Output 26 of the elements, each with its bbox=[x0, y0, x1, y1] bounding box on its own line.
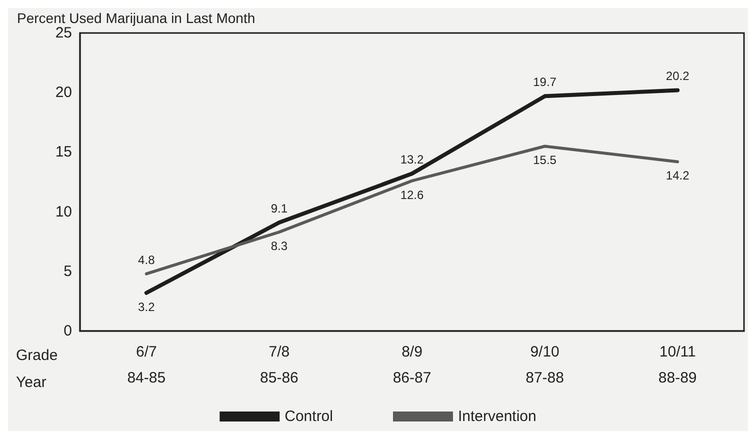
y-tick-label: 15 bbox=[55, 144, 72, 161]
chart-title: Percent Used Marijuana in Last Month bbox=[17, 10, 256, 26]
legend-label: Control bbox=[284, 408, 333, 425]
x-tick-label: 10/11 88-89 bbox=[658, 344, 697, 386]
y-tick-label: 25 bbox=[55, 24, 72, 42]
x-tick-label: 7/8 85-86 bbox=[260, 344, 298, 386]
text: Year bbox=[16, 374, 46, 391]
text: Grade bbox=[16, 347, 58, 364]
x-tick-label: 9/10 87-88 bbox=[526, 344, 564, 386]
y-tick-label: 0 bbox=[64, 322, 72, 340]
data-label: 8.3 bbox=[270, 239, 288, 254]
x-tick-label: 6/7 84-85 bbox=[127, 344, 166, 386]
data-label: 12.6 bbox=[400, 188, 424, 202]
y-tick-label: 10 bbox=[55, 203, 72, 220]
x-tick-label: 8/9 86-87 bbox=[392, 344, 432, 386]
legend-label: Intervention bbox=[458, 408, 536, 425]
y-tick-label: 20 bbox=[55, 84, 72, 102]
data-label: 14.2 bbox=[666, 168, 690, 183]
data-label: 3.2 bbox=[138, 300, 156, 314]
data-label: 13.2 bbox=[400, 152, 424, 167]
data-label: 4.8 bbox=[138, 252, 156, 267]
data-label: 9.1 bbox=[270, 202, 288, 216]
y-tick-label: 5 bbox=[64, 262, 72, 280]
data-label: 19.7 bbox=[533, 75, 557, 90]
data-label: 20.2 bbox=[666, 69, 690, 84]
data-label: 15.5 bbox=[533, 153, 557, 168]
